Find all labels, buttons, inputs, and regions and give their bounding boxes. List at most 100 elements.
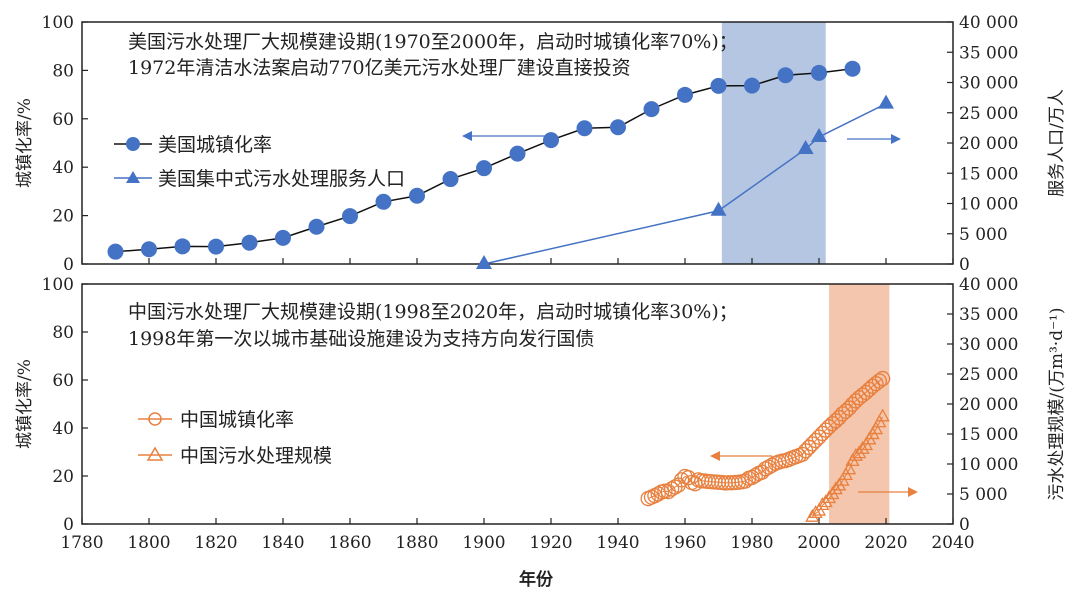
data-point	[409, 187, 425, 204]
y-tick-label: 40	[52, 419, 74, 439]
y-tick-label: 80	[52, 61, 74, 81]
x-tick-label: 2020	[864, 533, 907, 553]
data-point	[844, 60, 861, 77]
data-point	[815, 497, 830, 511]
y2-tick-label: 40 000	[959, 275, 1018, 295]
arrowhead	[710, 451, 720, 461]
y2-tick-label: 0	[959, 515, 970, 535]
top-annotation-line-1: 美国污水处理厂大规模建设期(1970至2000年，启动时城镇化率70%)；	[128, 31, 738, 53]
data-point	[476, 160, 492, 177]
x-tick-label: 2040	[931, 533, 974, 553]
arrowhead	[908, 487, 918, 497]
y-tick-label: 100	[42, 275, 74, 295]
data-point	[650, 486, 666, 502]
data-point	[509, 145, 526, 162]
data-point	[875, 408, 890, 422]
y2-tick-label: 15 000	[959, 164, 1018, 184]
data-point	[875, 370, 891, 387]
axis-arrows	[462, 131, 918, 497]
top-legend: 美国城镇化率 美国集中式污水处理服务人口	[114, 134, 405, 190]
arrowhead	[462, 131, 472, 141]
y-tick-label: 60	[52, 371, 74, 391]
series-top-1	[476, 94, 894, 269]
data-point	[808, 505, 823, 519]
x-tick-label: 1820	[194, 533, 237, 553]
x-tick-label: 1900	[462, 533, 505, 553]
arrowhead	[891, 134, 901, 144]
data-point	[848, 447, 863, 461]
data-point	[208, 238, 224, 255]
y2-tick-label: 20 000	[959, 395, 1018, 415]
y2-tick-label: 30 000	[959, 335, 1018, 355]
y2-tick-label: 30 000	[959, 74, 1018, 94]
data-point	[576, 120, 593, 137]
bottom-legend: 中国城镇化率 中国污水处理规模	[138, 409, 332, 467]
legend-marker-triangle	[126, 171, 140, 183]
y-tick-label: 0	[63, 515, 74, 535]
x-tick-label: 2000	[797, 533, 840, 553]
top-left-axis-title: 城镇化率/%	[15, 98, 35, 188]
legend-label-cn-sewage: 中国污水处理规模	[180, 445, 332, 467]
data-point	[107, 243, 124, 260]
y-tick-label: 0	[63, 255, 74, 275]
data-point	[832, 477, 847, 491]
y-tick-label: 40	[52, 158, 74, 178]
top-right-axis-title: 服务人口/万人	[1047, 89, 1067, 197]
data-point	[744, 77, 760, 94]
data-point	[442, 171, 459, 188]
data-point	[821, 490, 837, 504]
data-point	[828, 481, 843, 495]
data-point	[174, 238, 191, 255]
y-tick-label: 20	[52, 207, 74, 227]
x-tick-label: 1940	[596, 533, 639, 553]
x-tick-label: 1880	[395, 533, 438, 553]
legend-marker-open-circle	[148, 412, 162, 426]
y2-tick-label: 20 000	[959, 134, 1018, 154]
series-line	[483, 103, 887, 265]
y-tick-label: 100	[42, 13, 74, 33]
y-tick-label: 80	[52, 323, 74, 343]
x-axis-title: 年份	[519, 569, 554, 590]
legend-label-us-sewer: 美国集中式污水处理服务人口	[158, 168, 405, 190]
data-point	[797, 140, 814, 155]
data-point	[677, 86, 693, 103]
y-tick-label: 60	[52, 110, 74, 130]
data-point	[811, 127, 827, 142]
legend-label-us-urbanization: 美国城镇化率	[158, 134, 272, 156]
data-point	[868, 421, 884, 435]
data-point	[643, 101, 660, 118]
legend-marker-circle	[126, 137, 140, 151]
data-point	[375, 193, 392, 210]
y2-tick-label: 0	[959, 255, 970, 275]
data-point	[610, 119, 626, 136]
x-tick-label: 1920	[529, 533, 572, 553]
data-point	[710, 201, 727, 216]
y2-tick-label: 5 000	[959, 225, 1008, 245]
data-point	[275, 229, 291, 246]
x-tick-label: 1860	[328, 533, 371, 553]
x-tick-label: 1980	[730, 533, 773, 553]
legend-label-cn-urbanization: 中国城镇化率	[180, 409, 294, 431]
bottom-left-axis-title: 城镇化率/%	[15, 359, 35, 449]
y2-tick-label: 15 000	[959, 425, 1018, 445]
top-annotation-line-2: 1972年清洁水法案启动770亿美元污水处理厂建设直接投资	[128, 57, 631, 79]
bottom-annotation-line-1: 中国污水处理厂大规模建设期(1998至2020年，启动时城镇化率30%)；	[128, 301, 738, 323]
data-point	[842, 461, 857, 475]
y-tick-label: 20	[52, 467, 74, 487]
legend-marker-open-triangle	[146, 446, 164, 461]
y2-tick-label: 5 000	[959, 485, 1008, 505]
data-point	[878, 94, 894, 109]
bottom-right-axis-title: 污水处理规模/(万m³·d⁻¹)	[1047, 307, 1067, 500]
data-point	[543, 132, 559, 149]
y2-tick-label: 35 000	[959, 305, 1018, 325]
data-point	[777, 67, 794, 84]
x-tick-label: 1840	[261, 533, 304, 553]
data-point	[871, 373, 887, 389]
bottom-annotation-line-2: 1998年第一次以城市基础设施建设为支持方向发行国债	[128, 328, 594, 350]
data-point	[764, 457, 780, 473]
data-point	[818, 494, 833, 508]
series-bottom-1	[805, 408, 890, 522]
highlight-band-top	[721, 22, 826, 264]
x-tick-label: 1800	[127, 533, 170, 553]
